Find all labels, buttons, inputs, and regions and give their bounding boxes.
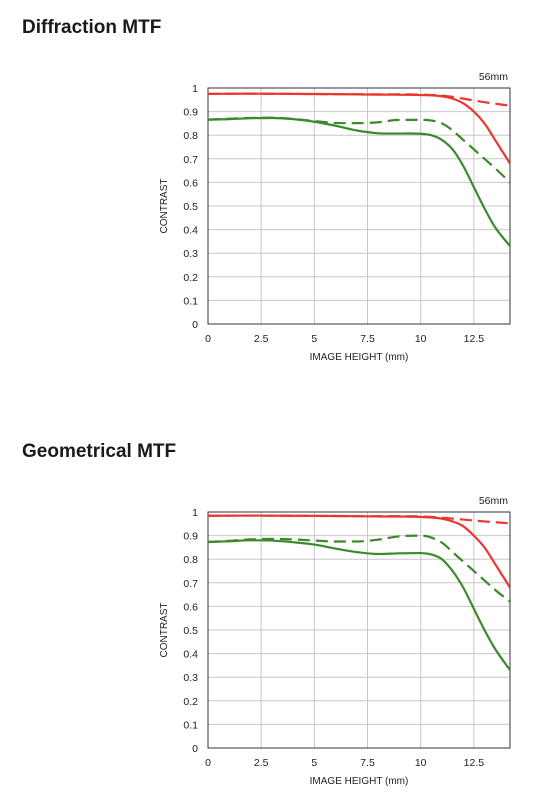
x-axis-label: IMAGE HEIGHT (mm) — [310, 352, 409, 363]
series-line-0 — [208, 92, 510, 165]
x-tick-label: 7.5 — [360, 757, 375, 769]
y-tick-label: 0.3 — [183, 248, 198, 260]
diffraction-mtf-title: Diffraction MTF — [22, 17, 162, 38]
y-axis-label: CONTRAST — [159, 603, 170, 658]
x-axis-label: IMAGE HEIGHT (mm) — [310, 776, 409, 787]
plot-frame — [207, 87, 511, 325]
x-tick-label: 2.5 — [254, 757, 269, 769]
y-tick-label: 1 — [192, 507, 198, 519]
y-tick-label: 0.9 — [183, 531, 198, 543]
y-tick-label: 0.6 — [183, 177, 198, 189]
x-tick-label: 10 — [415, 333, 427, 345]
geometrical-mtf-chart: 00.10.20.30.40.50.60.70.80.910 2.5 5 7.5 10 1… — [159, 495, 511, 787]
focal-length-label: 56mm — [479, 495, 508, 507]
y-tick-label: 1 — [192, 83, 198, 95]
series-line-2 — [208, 539, 510, 671]
y-tick-label: 0.8 — [183, 130, 198, 142]
y-tick-label: 0.2 — [183, 696, 198, 708]
y-tick-label: 0.2 — [183, 272, 198, 284]
series-line-1 — [208, 514, 510, 525]
y-tick-label: 0.1 — [183, 719, 198, 731]
plot-frame — [207, 511, 511, 749]
series-line-1 — [208, 92, 510, 107]
x-tick-label: 12.5 — [464, 757, 485, 769]
x-tick-label: 5 — [311, 333, 317, 345]
x-tick-label: 2.5 — [254, 333, 269, 345]
x-tick-label: 0 — [205, 333, 211, 345]
y-axis-label: CONTRAST — [159, 179, 170, 234]
y-tick-label: 0.5 — [183, 201, 198, 213]
y-tick-label: 0.4 — [183, 649, 198, 661]
focal-length-label: 56mm — [479, 71, 508, 83]
x-tick-label: 5 — [311, 757, 317, 769]
x-tick-label: 0 — [205, 757, 211, 769]
series-line-3 — [208, 534, 510, 603]
series-line-3 — [208, 116, 510, 184]
y-tick-label: 0.3 — [183, 672, 198, 684]
y-tick-label: 0.9 — [183, 107, 198, 119]
y-tick-label: 0.4 — [183, 225, 198, 237]
x-tick-label: 10 — [415, 757, 427, 769]
y-tick-label: 0.7 — [183, 154, 198, 166]
y-tick-label: 0 — [192, 319, 198, 331]
diffraction-mtf-chart: 00.10.20.30.40.50.60.70.80.910 2.5 5 7.5 10 1… — [159, 71, 511, 363]
y-tick-label: 0.5 — [183, 625, 198, 637]
y-tick-label: 0.1 — [183, 295, 198, 307]
y-tick-label: 0.6 — [183, 601, 198, 613]
y-tick-label: 0.7 — [183, 578, 198, 590]
y-tick-label: 0 — [192, 743, 198, 755]
geometrical-mtf-title: Geometrical MTF — [22, 441, 177, 462]
y-tick-label: 0.8 — [183, 554, 198, 566]
x-tick-label: 7.5 — [360, 333, 375, 345]
x-tick-label: 12.5 — [464, 333, 485, 345]
